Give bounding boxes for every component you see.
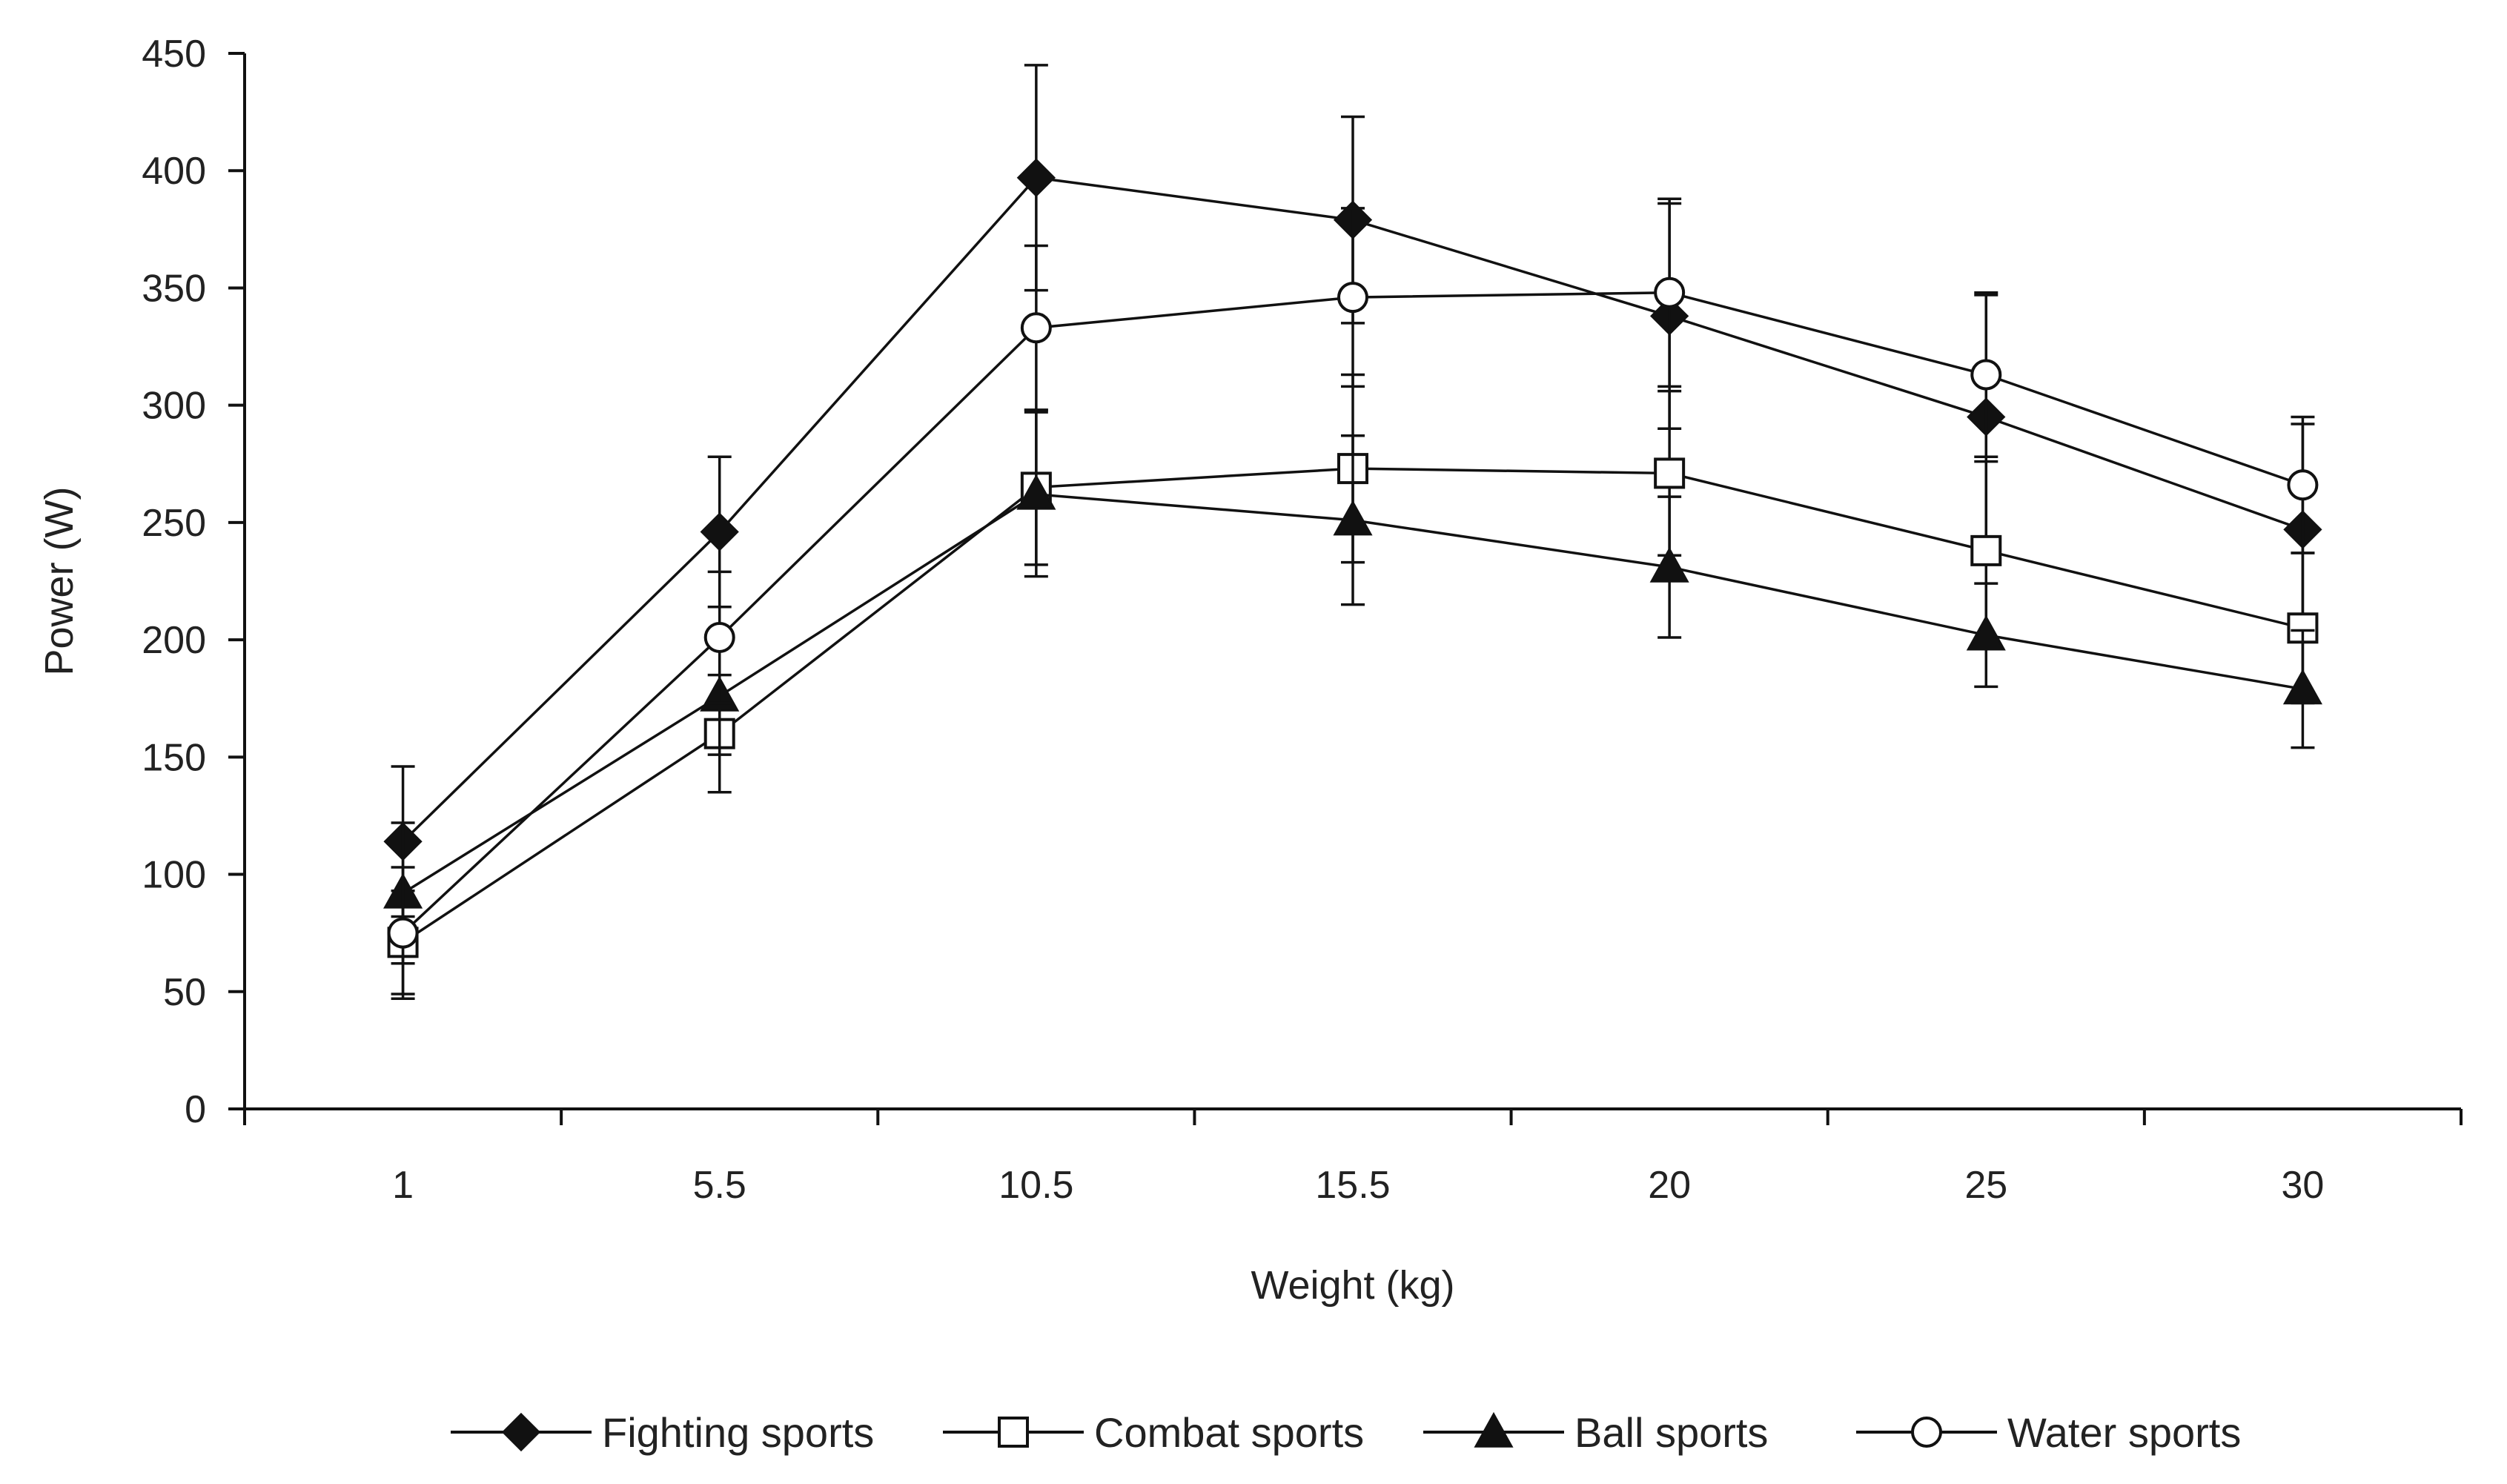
data-point	[2287, 469, 2319, 501]
y-tick-label: 150	[142, 736, 206, 779]
data-point	[1654, 457, 1686, 489]
x-tick-label: 20	[1648, 1164, 1691, 1207]
data-point	[1970, 534, 2002, 566]
data-point	[1970, 359, 2002, 391]
y-tick-label: 0	[185, 1088, 206, 1131]
series-water-sports	[387, 197, 2319, 1001]
legend-marker	[1911, 1417, 1942, 1448]
x-tick-label: 10.5	[999, 1164, 1073, 1207]
legend-item-ball-sports: Ball sports	[1423, 1409, 1768, 1456]
x-tick-label: 25	[1964, 1164, 2007, 1207]
x-tick-label: 15.5	[1315, 1164, 1390, 1207]
data-point	[1649, 546, 1689, 583]
y-tick-label: 300	[142, 385, 206, 428]
y-tick-label: 450	[142, 33, 206, 76]
series-ball-sports	[383, 411, 2322, 965]
data-point	[1966, 615, 2006, 651]
x-tick-label: 30	[2282, 1164, 2325, 1207]
data-point	[387, 917, 419, 949]
legend: Fighting sports Combat sports Ball sports W…	[451, 1409, 2241, 1456]
legend-item-combat-sports: Combat sports	[943, 1409, 1364, 1456]
legend-item-water-sports: Water sports	[1856, 1409, 2241, 1456]
data-point	[1333, 500, 1373, 536]
x-tick-label: 1	[392, 1164, 414, 1207]
data-point	[703, 621, 735, 653]
y-tick-label: 350	[142, 267, 206, 310]
data-point	[1654, 276, 1686, 308]
y-tick-label: 100	[142, 854, 206, 897]
x-tick-label: 5.5	[693, 1164, 746, 1207]
y-tick-label: 50	[163, 971, 206, 1014]
data-point	[1016, 158, 1056, 197]
y-tick-label: 250	[142, 502, 206, 545]
data-point	[1016, 474, 1056, 510]
legend-item-fighting-sports: Fighting sports	[451, 1409, 874, 1456]
data-point	[1337, 282, 1368, 314]
data-point	[700, 512, 739, 551]
legend-label: Water sports	[2007, 1409, 2241, 1456]
y-tick-label: 400	[142, 150, 206, 193]
data-point	[2282, 669, 2322, 705]
legend-marker	[1474, 1411, 1514, 1448]
data-point	[1020, 312, 1052, 344]
legend-marker	[998, 1417, 1029, 1448]
legend-label: Fighting sports	[602, 1409, 874, 1456]
legend-label: Ball sports	[1574, 1409, 1768, 1456]
y-tick-label: 200	[142, 619, 206, 662]
legend-label: Combat sports	[1094, 1409, 1364, 1456]
x-axis-title: Weight (kg)	[1251, 1263, 1454, 1308]
series-layer	[383, 64, 2322, 1001]
legend-marker	[501, 1412, 541, 1452]
y-axis-title: Power (W)	[37, 487, 82, 676]
